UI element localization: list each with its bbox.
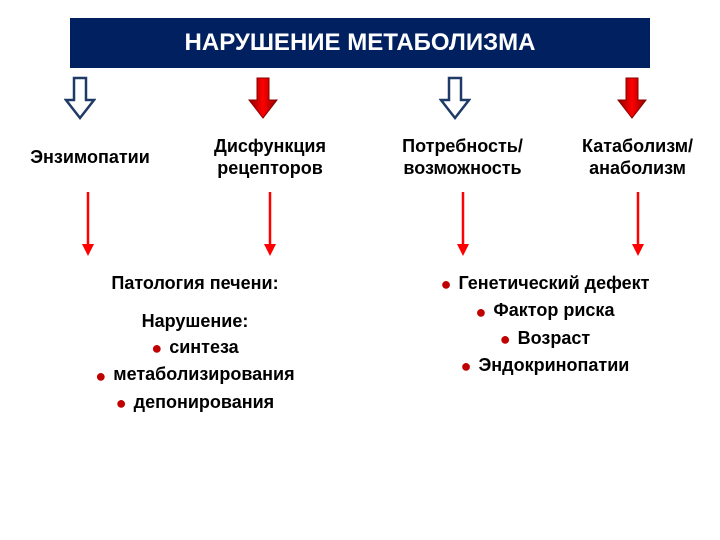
bullet-icon: ● [95, 363, 106, 389]
category-box-0: Энзимопатии [10, 128, 170, 188]
left-item-text-1: метаболизирования [108, 364, 294, 384]
right-item-2: ● Возраст [390, 325, 700, 352]
left-item-text-0: синтеза [164, 337, 239, 357]
left-block: Патология печени: Нарушение: ● синтеза● … [40, 270, 350, 416]
bullet-icon: ● [476, 299, 487, 325]
block-arrow-3 [616, 74, 648, 127]
thin-arrow-1 [262, 192, 278, 261]
block-arrow-1 [247, 74, 279, 127]
right-item-1: ● Фактор риска [390, 297, 700, 324]
right-item-text-3: Эндокринопатии [474, 355, 630, 375]
left-item-2: ● депонирования [40, 389, 350, 416]
left-block-items: ● синтеза● метаболизирования● депонирова… [40, 334, 350, 416]
right-item-3: ● Эндокринопатии [390, 352, 700, 379]
thin-arrow-0 [80, 192, 96, 261]
block-arrow-0 [64, 74, 96, 127]
bullet-icon: ● [116, 390, 127, 416]
block-arrow-2 [439, 74, 471, 127]
title-text: НАРУШЕНИЕ МЕТАБОЛИЗМА [185, 29, 536, 57]
category-box-3: Катаболизм/анаболизм [560, 128, 715, 188]
left-block-title: Патология печени: [40, 270, 350, 296]
right-item-text-0: Генетический дефект [453, 273, 649, 293]
category-box-2: Потребность/возможность [375, 128, 550, 188]
thin-arrow-3 [630, 192, 646, 261]
right-item-text-2: Возраст [513, 328, 591, 348]
bullet-icon: ● [461, 353, 472, 379]
bullet-icon: ● [151, 335, 162, 361]
category-box-1: Дисфункциярецепторов [185, 128, 355, 188]
title-box: НАРУШЕНИЕ МЕТАБОЛИЗМА [70, 18, 650, 68]
left-item-1: ● метаболизирования [40, 361, 350, 388]
left-block-subtitle: Нарушение: [40, 308, 350, 334]
right-item-0: ● Генетический дефект [390, 270, 700, 297]
thin-arrow-2 [455, 192, 471, 261]
bullet-icon: ● [441, 271, 452, 297]
right-block: ● Генетический дефект● Фактор риска● Воз… [390, 270, 700, 379]
left-item-0: ● синтеза [40, 334, 350, 361]
left-item-text-2: депонирования [129, 392, 275, 412]
right-item-text-1: Фактор риска [488, 300, 614, 320]
bullet-icon: ● [500, 326, 511, 352]
right-block-items: ● Генетический дефект● Фактор риска● Воз… [390, 270, 700, 379]
